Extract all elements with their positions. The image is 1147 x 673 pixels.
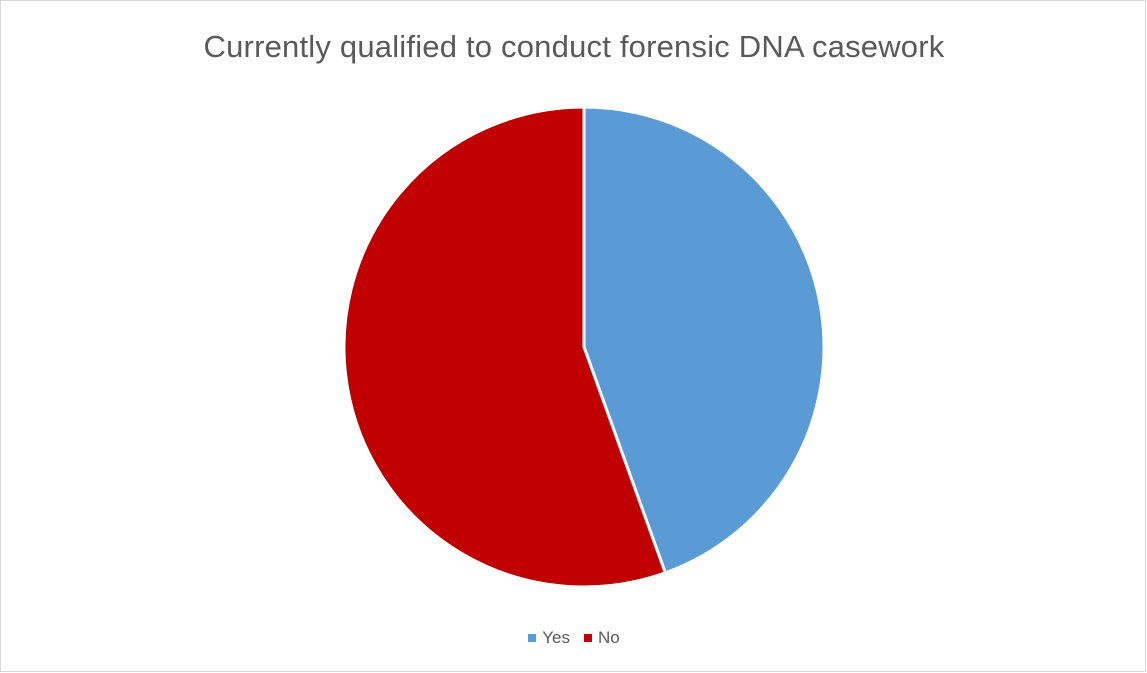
legend-swatch-no	[584, 634, 592, 642]
legend-label-no: No	[598, 628, 620, 647]
legend-label-yes: Yes	[542, 628, 570, 647]
legend: Yes No	[1, 628, 1147, 648]
legend-swatch-yes	[528, 634, 537, 642]
pie-slice-yes	[582, 105, 826, 575]
chart-title: Currently qualified to conduct forensic …	[203, 29, 945, 64]
pie-slice-no	[342, 105, 667, 589]
legend-item-no: No	[584, 628, 620, 648]
legend-item-yes: Yes	[528, 628, 570, 648]
